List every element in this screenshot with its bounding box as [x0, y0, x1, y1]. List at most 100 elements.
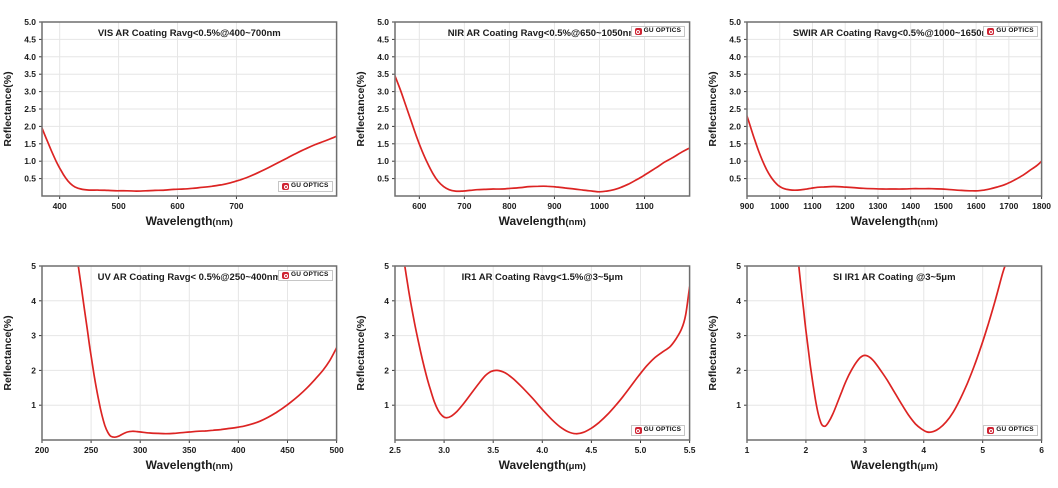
x-tick-label: 1000 — [770, 201, 789, 211]
chart-title: VIS AR Coating Ravg<0.5%@400~700nm — [98, 28, 281, 39]
y-tick-label: 0.5 — [729, 174, 741, 184]
y-tick-label: 4.0 — [377, 52, 389, 62]
y-tick-label: 0.5 — [377, 174, 389, 184]
chart-cell-uv: 200 250 300 350 400 450 500 1 2 3 4 5 UV AR Coating … — [0, 244, 353, 488]
gu-optics-icon-ring — [988, 29, 993, 34]
y-tick-label: 4.5 — [729, 34, 741, 44]
x-tick-label: 4 — [922, 445, 927, 455]
y-axis-label: Reflectance(%) — [3, 315, 14, 390]
x-tick-label: 5 — [981, 445, 986, 455]
reflectance-curve — [395, 75, 689, 193]
y-axis-label: Reflectance(%) — [708, 315, 719, 390]
y-tick-label: 3 — [736, 331, 741, 341]
chart-title: IR1 AR Coating Ravg<1.5%@3~5μm — [461, 272, 622, 283]
y-tick-label: 5.0 — [24, 17, 36, 27]
x-tick-label: 700 — [229, 201, 243, 211]
gu-optics-logo-text: GU OPTICS — [291, 182, 329, 190]
x-tick-label: 6 — [1039, 445, 1044, 455]
chart-svg-nir: 600 700 800 900 1000 1100 0.5 1.0 1.5 2.0 2.5 3.0 3.… — [356, 17, 690, 228]
y-axis-label: Reflectance(%) — [356, 315, 367, 390]
x-tick-label: 350 — [182, 445, 196, 455]
y-tick-label: 2.0 — [729, 121, 741, 131]
x-tick-label: 400 — [231, 445, 245, 455]
x-tick-label: 1500 — [934, 201, 953, 211]
y-tick-label: 3.5 — [377, 69, 389, 79]
gu-optics-icon — [987, 427, 995, 434]
y-tick-label: 3.0 — [24, 87, 36, 97]
chart-svg-uv: 200 250 300 350 400 450 500 1 2 3 4 5 UV AR Coating … — [3, 261, 344, 472]
y-tick-label: 3.5 — [24, 69, 36, 79]
gu-optics-icon-ring — [636, 29, 641, 34]
x-tick-label: 250 — [84, 445, 98, 455]
y-tick-label: 1 — [31, 400, 36, 410]
reflectance-curve — [42, 127, 336, 192]
y-tick-label: 2 — [384, 365, 389, 375]
x-tick-label: 1800 — [1032, 201, 1051, 211]
gu-optics-logo: GU OPTICS — [630, 26, 686, 37]
y-tick-label: 3.5 — [729, 69, 741, 79]
x-tick-label: 5.5 — [683, 445, 695, 455]
y-tick-label: 2.5 — [24, 104, 36, 114]
y-tick-label: 2.0 — [24, 121, 36, 131]
y-tick-label: 5 — [384, 261, 389, 271]
gu-optics-icon — [282, 183, 290, 190]
x-axis-label: Wavelength(nm) — [146, 458, 233, 472]
x-tick-label: 900 — [740, 201, 754, 211]
y-tick-label: 2 — [31, 365, 36, 375]
x-tick-label: 450 — [280, 445, 294, 455]
chart-svg-ir1: 2.5 3.0 3.5 4.0 4.5 5.0 5.5 1 2 3 4 5 IR1 AR Coating… — [356, 261, 696, 472]
y-tick-label: 1 — [384, 400, 389, 410]
gu-optics-logo-text: GU OPTICS — [996, 426, 1034, 434]
gu-optics-logo: GU OPTICS — [983, 26, 1038, 37]
gu-optics-icon — [282, 272, 290, 279]
x-tick-label: 400 — [53, 201, 67, 211]
gu-optics-logo: GU OPTICS — [983, 425, 1038, 436]
x-tick-label: 1400 — [901, 201, 920, 211]
chart-title: UV AR Coating Ravg< 0.5%@250~400nm — [98, 272, 281, 283]
chart-cell-si-ir1: 1 2 3 4 5 6 1 2 3 4 5 SI IR1 AR Coating @3~5μm Wavel… — [705, 244, 1058, 488]
y-tick-label: 4 — [31, 296, 36, 306]
chart-svg-swir: 900 1000 1100 1200 1300 1400 1500 1600 1700 1800 0… — [708, 17, 1051, 228]
y-axis-label: Reflectance(%) — [708, 71, 719, 146]
x-axis-label: Wavelength(nm) — [146, 214, 233, 228]
y-tick-label: 1.0 — [377, 156, 389, 166]
x-axis-label: Wavelength(μm) — [851, 458, 938, 472]
plot-border — [41, 21, 338, 197]
y-tick-label: 2 — [736, 365, 741, 375]
x-tick-label: 4.5 — [585, 445, 597, 455]
x-tick-label: 500 — [112, 201, 126, 211]
plot-area — [747, 266, 1042, 440]
chart-title: NIR AR Coating Ravg<0.5%@650~1050nm — [447, 28, 636, 39]
reflectance-curve — [798, 266, 1006, 434]
gu-optics-icon-ring — [283, 184, 288, 189]
plot-border — [41, 265, 338, 441]
gu-optics-icon-ring — [283, 273, 288, 278]
chart-svg-si-ir1: 1 2 3 4 5 6 1 2 3 4 5 SI IR1 AR Coating @3~5μm Wavel… — [708, 261, 1044, 472]
y-tick-label: 5.0 — [729, 17, 741, 27]
gu-optics-icon — [987, 28, 995, 35]
x-tick-label: 500 — [330, 445, 344, 455]
x-tick-label: 3.0 — [438, 445, 450, 455]
x-tick-label: 200 — [35, 445, 49, 455]
gu-optics-logo: GU OPTICS — [278, 270, 333, 281]
y-tick-label: 4.5 — [377, 34, 389, 44]
x-tick-label: 1700 — [1000, 201, 1019, 211]
y-tick-label: 4 — [384, 296, 389, 306]
chart-cell-ir1: 2.5 3.0 3.5 4.0 4.5 5.0 5.5 1 2 3 4 5 IR1 AR Coating… — [353, 244, 706, 488]
y-tick-label: 5 — [736, 261, 741, 271]
y-tick-label: 2.5 — [729, 104, 741, 114]
reflectance-curve — [77, 266, 336, 439]
y-axis-label: Reflectance(%) — [356, 71, 367, 146]
chart-svg-vis: 400 500 600 700 0.5 1.0 1.5 2.0 2.5 3.0 3.5 4.0 4.5 5… — [3, 17, 338, 228]
x-tick-label: 1 — [745, 445, 750, 455]
y-tick-label: 2.5 — [377, 104, 389, 114]
gu-optics-logo-text: GU OPTICS — [996, 27, 1034, 35]
y-tick-label: 5 — [31, 261, 36, 271]
y-tick-label: 1.5 — [377, 139, 389, 149]
y-tick-label: 3.0 — [729, 87, 741, 97]
x-tick-label: 900 — [547, 201, 561, 211]
plot-border — [393, 265, 690, 441]
x-tick-label: 1100 — [803, 201, 822, 211]
plot-border — [746, 21, 1043, 197]
x-tick-label: 2.5 — [389, 445, 401, 455]
